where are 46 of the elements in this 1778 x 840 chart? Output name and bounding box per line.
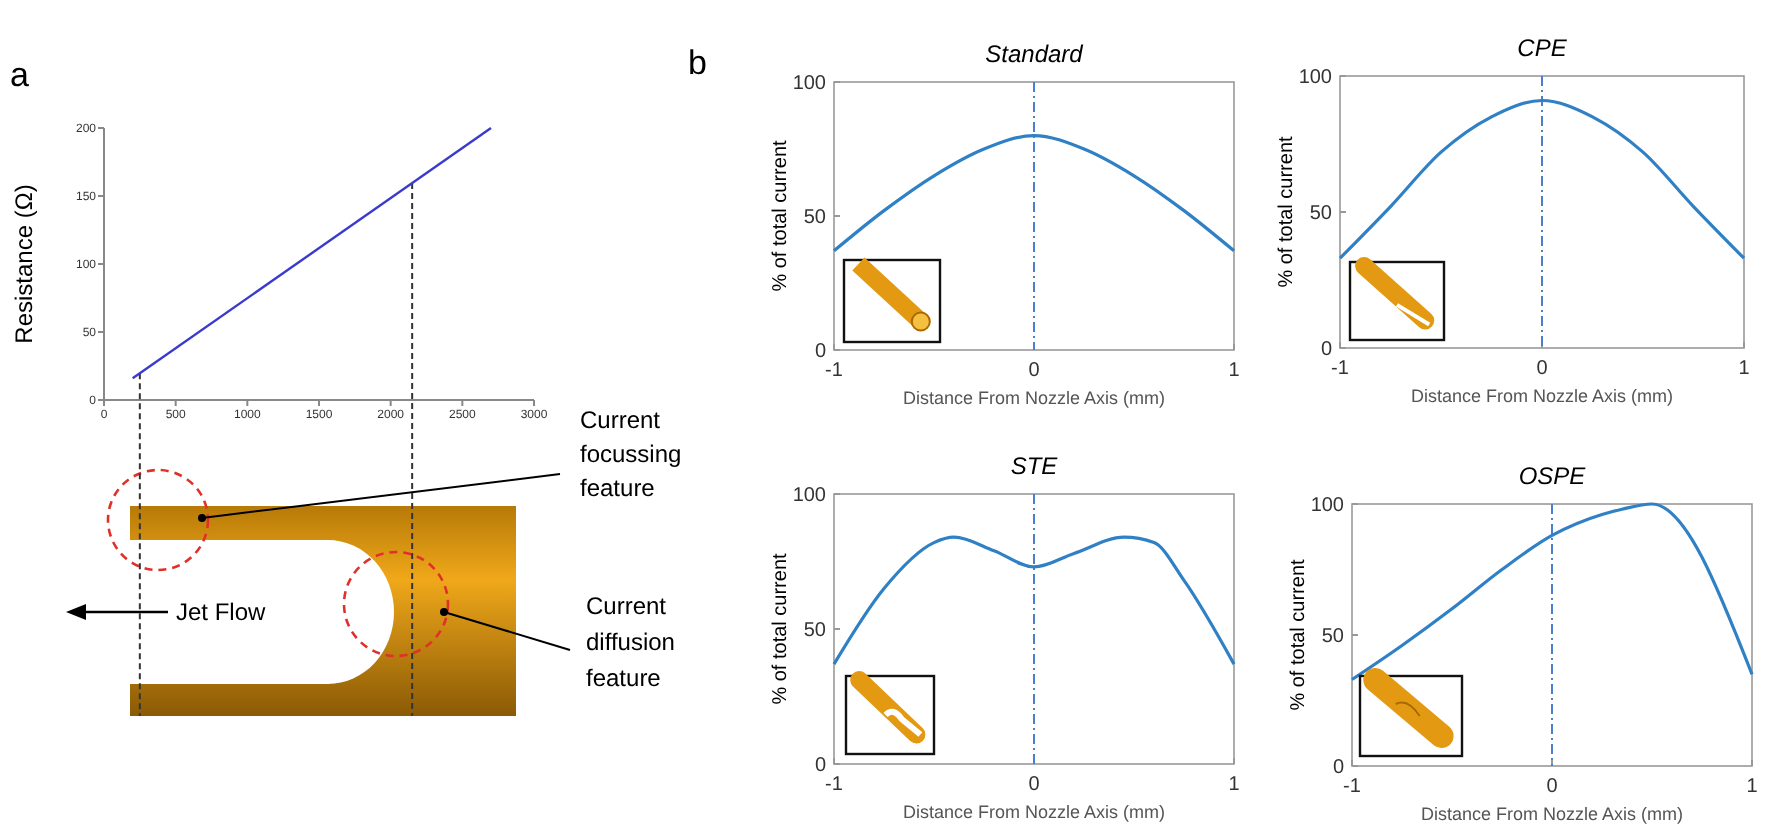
x-tick-label: 1 bbox=[1738, 358, 1751, 380]
line-series bbox=[832, 535, 1236, 666]
x-tick-label: -1 bbox=[825, 360, 844, 382]
chart-title: Standard bbox=[985, 40, 1084, 68]
x-tick-label: -1 bbox=[1343, 776, 1362, 798]
y-axis-title: % of total current bbox=[770, 139, 792, 292]
chart-title: STE bbox=[1010, 452, 1060, 480]
x-tick-label: 0 bbox=[1028, 360, 1041, 382]
x-tick-label: -1 bbox=[825, 774, 844, 796]
x-tick-label: 0 bbox=[1536, 358, 1549, 380]
y-axis-title: Resistance (Ω) bbox=[10, 184, 38, 344]
chart-title: OSPE bbox=[1518, 462, 1588, 490]
text: Jet Flow bbox=[176, 598, 267, 626]
x-axis-title: Distance From Nozzle Axis (mm) bbox=[902, 388, 1166, 408]
text: Current diffusion feature bbox=[586, 592, 675, 692]
y-tick-label: 50 bbox=[803, 207, 827, 229]
chart-title: CPE bbox=[1517, 34, 1569, 62]
y-tick-label: 0 bbox=[814, 341, 827, 363]
text: b bbox=[688, 44, 707, 82]
y-tick-label: 0 bbox=[814, 755, 827, 777]
y-tick-label: 50 bbox=[803, 620, 827, 642]
x-axis-title: Distance From Nozzle Axis (mm) bbox=[902, 802, 1166, 822]
x-tick-label: 1 bbox=[1228, 360, 1241, 382]
line-series bbox=[832, 134, 1236, 253]
y-tick-label: 0 bbox=[1320, 339, 1333, 361]
y-tick-label: 100 bbox=[792, 73, 827, 95]
x-tick-label: 0 bbox=[1028, 774, 1041, 796]
x-tick-label: 0 bbox=[1546, 776, 1559, 798]
y-tick-label: 50 bbox=[1309, 203, 1333, 225]
line-series bbox=[1350, 502, 1754, 682]
y-tick-label: 100 bbox=[792, 485, 827, 507]
y-tick-label: 50 bbox=[1321, 626, 1345, 648]
x-axis-title: Distance From Nozzle Axis (mm) bbox=[1410, 386, 1674, 406]
y-tick-label: 100 bbox=[1298, 67, 1333, 89]
x-tick-label: -1 bbox=[1331, 358, 1350, 380]
x-axis-title: Distance From Nozzle Axis (mm) bbox=[1420, 804, 1684, 824]
x-tick-label: 1 bbox=[1228, 774, 1241, 796]
y-tick-label: 100 bbox=[1310, 495, 1345, 517]
y-tick-label: 0 bbox=[1332, 757, 1345, 779]
text: a bbox=[10, 56, 30, 94]
line-series bbox=[1338, 98, 1746, 260]
y-axis-title: % of total current bbox=[1276, 135, 1298, 288]
x-tick-label: 1 bbox=[1746, 776, 1759, 798]
y-axis-title: % of total current bbox=[770, 552, 792, 705]
text: Current focussing feature bbox=[580, 406, 682, 502]
y-axis-title: % of total current bbox=[1288, 558, 1310, 711]
